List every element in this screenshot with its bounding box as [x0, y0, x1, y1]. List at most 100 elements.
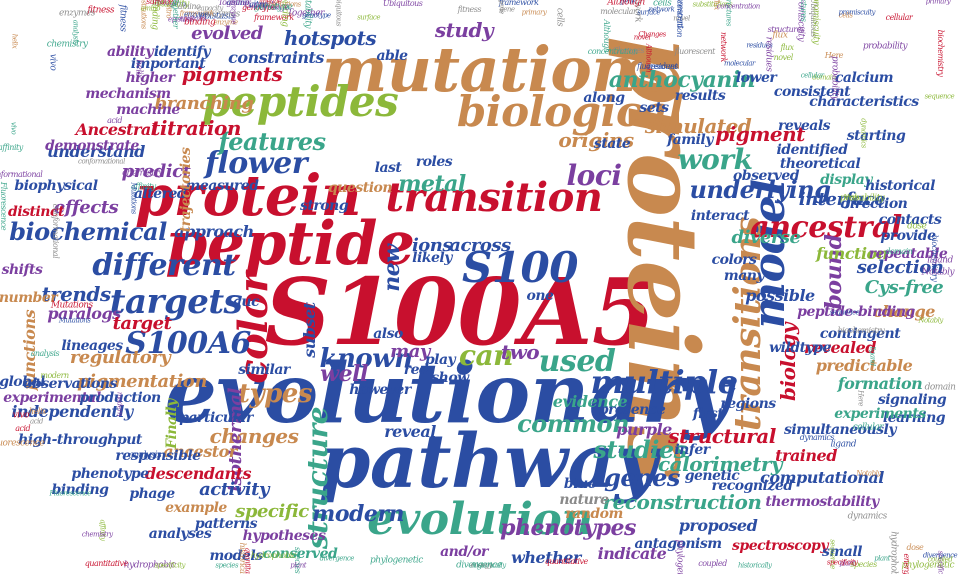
word-along: along: [583, 90, 625, 106]
filler-word: vitro: [171, 0, 186, 9]
filler-word: Fluorescence: [0, 182, 9, 231]
word-constraints: constraints: [228, 48, 324, 67]
word-experiments: experiments: [834, 406, 926, 422]
word-independently: independently: [11, 402, 133, 421]
word-types: types: [238, 379, 312, 409]
filler-word: dose: [906, 543, 924, 553]
word-interface: interface: [798, 189, 886, 210]
word-modern: modern: [312, 501, 404, 527]
filler-word: gene: [497, 0, 505, 15]
filler-word: molecular: [723, 59, 755, 68]
word-however: however: [349, 382, 411, 398]
word-many: many: [723, 268, 765, 284]
word-phage: phage: [129, 486, 175, 502]
word-biology: biology: [776, 323, 800, 401]
filler-word: framework: [254, 12, 294, 22]
filler-word: Together: [287, 8, 324, 19]
word-genes: genes: [604, 463, 680, 492]
filler-word: historically: [472, 561, 506, 570]
word-understand: understand: [47, 142, 145, 161]
filler-word: binding: [184, 17, 216, 28]
filler-word: plant: [874, 554, 890, 563]
filler-word: ligand: [868, 345, 877, 366]
filler-word: primary: [925, 0, 951, 6]
filler-word: domain: [924, 382, 956, 393]
word-last: last: [374, 160, 402, 176]
filler-word: dynamics: [799, 432, 835, 442]
word-number: number: [0, 290, 58, 306]
filler-word: cellular: [885, 12, 913, 22]
word-diverse: diverse: [731, 227, 801, 248]
filler-word: vitro: [248, 0, 268, 11]
word-origins: origins: [558, 128, 634, 152]
filler-word: sequence: [924, 92, 955, 101]
word-protein: protein: [135, 163, 362, 229]
word-specific: specific: [235, 501, 309, 522]
filler-word: acid: [15, 424, 31, 433]
filler-word: historically: [738, 561, 772, 570]
filler-word: concentration: [716, 2, 760, 11]
filler-word: network: [719, 31, 729, 62]
filler-word: conformational: [0, 170, 43, 180]
filler-word: enzyme: [213, 18, 238, 27]
filler-word: cells: [838, 11, 853, 20]
word-nature: nature: [559, 492, 609, 508]
word-conserved: conserved: [262, 546, 338, 562]
word-simultaneously: simultaneously: [784, 422, 897, 438]
filler-word: chemistry: [46, 39, 88, 50]
filler-word: vivo: [47, 53, 58, 70]
word-indicate: indicate: [597, 544, 667, 563]
word-approach: approach: [174, 222, 254, 241]
word-two: two: [500, 340, 540, 364]
filler-word: Changes: [612, 46, 644, 56]
word-similar: similar: [238, 362, 290, 378]
filler-word: hydrophobic: [123, 560, 176, 571]
word-thermostability: thermostability: [765, 494, 879, 510]
filler-word: acid: [30, 417, 43, 426]
word-whether: whether: [511, 548, 581, 567]
filler-word: capacity: [244, 0, 279, 11]
filler-word: surface: [146, 0, 173, 7]
filler-word: genotype: [241, 2, 276, 12]
word-multiple: multiple: [590, 363, 738, 401]
filler-word: Notably: [918, 316, 943, 325]
word-ions: ions: [411, 235, 453, 256]
filler-word: hydrophobic: [250, 551, 297, 560]
filler-word: residues: [647, 61, 679, 71]
word-roles: roles: [415, 154, 453, 170]
filler-word: amino: [226, 0, 249, 7]
word-effects: effects: [53, 197, 119, 218]
word-s100a6: S100A6: [125, 326, 251, 361]
filler-word: genotype: [301, 11, 331, 20]
word-anthocyanin: anthocyanin: [608, 67, 756, 93]
filler-word: residues: [763, 36, 774, 72]
word-display: display: [820, 172, 872, 188]
filler-word: quantitative: [544, 556, 588, 566]
filler-word: divergence: [922, 551, 958, 560]
word-observed: observed: [732, 168, 800, 184]
word-historical: historical: [865, 178, 935, 194]
word-important: important: [130, 56, 206, 72]
word-spectroscopy: spectroscopy: [732, 538, 828, 554]
filler-word: analysis: [128, 450, 162, 461]
word-predictable: predictable: [815, 356, 913, 375]
filler-word: phylogenetic: [901, 560, 955, 571]
word-phenotype: phenotype: [71, 466, 149, 482]
filler-word: Together: [217, 0, 251, 7]
filler-word: fluorescent: [636, 62, 678, 72]
filler-word: acid: [107, 115, 122, 125]
word-trajectories: trajectories: [178, 147, 194, 233]
filler-word: Changes: [638, 30, 666, 39]
word-observations: observations: [23, 376, 117, 392]
filler-word: ligand: [830, 439, 857, 450]
filler-word: vivo: [12, 410, 30, 421]
filler-word: enzymes: [203, 9, 240, 20]
filler-word: biochemistry: [936, 29, 945, 77]
word-random: random: [565, 506, 623, 522]
word-transition: transition: [385, 174, 603, 221]
word-paralogs: paralogs: [47, 304, 121, 323]
word-finally: Finally: [164, 399, 180, 449]
word-able: able: [376, 48, 408, 64]
word-ancestral2: Ancestral: [75, 120, 157, 139]
